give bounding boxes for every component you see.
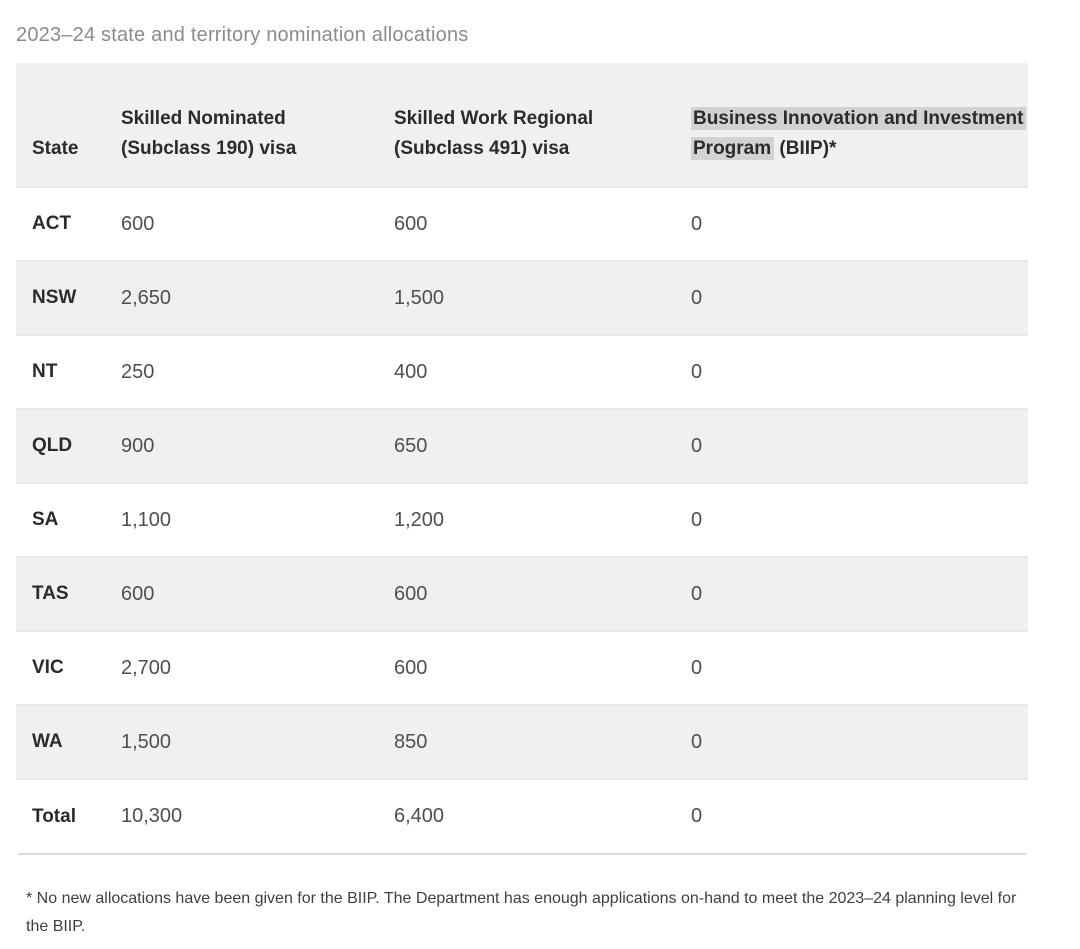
- cell-skilled-nominated-190: 2,650: [121, 286, 172, 309]
- table-bottom-divider: [18, 853, 1026, 855]
- cell-skilled-work-regional-491: 1,500: [394, 286, 445, 309]
- table-row: VIC 2,700 600 0: [16, 631, 1028, 705]
- col-header-skilled-nominated-190: Skilled Nominated (Subclass 190) visa: [105, 63, 378, 187]
- row-state-label: VIC: [32, 657, 64, 678]
- cell-skilled-nominated-190: 600: [121, 212, 155, 235]
- table-row: QLD 900 650 0: [16, 409, 1028, 483]
- cell-skilled-work-regional-491: 1,200: [394, 508, 445, 531]
- col-header-biip-label-rest: (BIIP)*: [774, 138, 837, 159]
- cell-skilled-work-regional-491: 6,400: [394, 805, 445, 827]
- cell-skilled-nominated-190: 1,500: [121, 730, 172, 753]
- cell-biip: 0: [691, 582, 703, 605]
- cell-skilled-work-regional-491: 600: [394, 212, 428, 235]
- cell-skilled-work-regional-491: 850: [394, 730, 428, 753]
- cell-biip: 0: [691, 805, 703, 827]
- cell-skilled-nominated-190: 900: [121, 434, 155, 457]
- cell-biip: 0: [691, 360, 703, 383]
- cell-skilled-nominated-190: 600: [121, 582, 155, 605]
- col-header-skilled-nominated-190-label: Skilled Nominated (Subclass 190) visa: [121, 108, 297, 159]
- cell-skilled-nominated-190: 250: [121, 360, 155, 383]
- cell-skilled-nominated-190: 10,300: [121, 805, 183, 827]
- cell-skilled-work-regional-491: 400: [394, 360, 428, 383]
- col-header-skilled-work-regional-491-label: Skilled Work Regional (Subclass 491) vis…: [394, 108, 594, 159]
- col-header-state-label: State: [32, 138, 79, 159]
- table-row: WA 1,500 850 0: [16, 705, 1028, 779]
- cell-biip: 0: [691, 434, 703, 457]
- table-header-row: State Skilled Nominated (Subclass 190) v…: [16, 63, 1028, 187]
- table-row: NT 250 400 0: [16, 335, 1028, 409]
- table-row: NSW 2,650 1,500 0: [16, 261, 1028, 335]
- table-row: TAS 600 600 0: [16, 557, 1028, 631]
- page-container: 2023–24 state and territory nomination a…: [0, 24, 1044, 941]
- cell-biip: 0: [691, 508, 703, 531]
- cell-biip: 0: [691, 286, 703, 309]
- cell-biip: 0: [691, 656, 703, 679]
- cell-skilled-nominated-190: 2,700: [121, 656, 172, 679]
- allocations-table: State Skilled Nominated (Subclass 190) v…: [16, 63, 1028, 853]
- table-row: ACT 600 600 0: [16, 187, 1028, 261]
- cell-biip: 0: [691, 730, 703, 753]
- table-row: Total 10,300 6,400 0: [16, 779, 1028, 853]
- col-header-skilled-work-regional-491: Skilled Work Regional (Subclass 491) vis…: [378, 63, 675, 187]
- cell-skilled-work-regional-491: 600: [394, 582, 428, 605]
- cell-skilled-work-regional-491: 650: [394, 434, 428, 457]
- col-header-state: State: [16, 63, 105, 187]
- biip-footnote: * No new allocations have been given for…: [26, 890, 1017, 935]
- row-state-label: SA: [32, 509, 59, 530]
- col-header-biip-label: Business Innovation and Investment Progr…: [691, 104, 1027, 164]
- row-state-label: TAS: [32, 583, 69, 604]
- row-state-label: NT: [32, 361, 58, 382]
- row-state-label: ACT: [32, 213, 72, 234]
- row-state-label: NSW: [32, 287, 77, 308]
- cell-biip: 0: [691, 212, 703, 235]
- biip-header-text-selection-highlight: Business Innovation and Investment Progr…: [691, 107, 1027, 160]
- table-body: ACT 600 600 0 NSW 2,650 1,500 0 NT 250 4…: [16, 187, 1028, 853]
- page-title: 2023–24 state and territory nomination a…: [16, 24, 469, 46]
- col-header-biip: Business Innovation and Investment Progr…: [675, 63, 1028, 187]
- row-state-label: WA: [32, 731, 63, 752]
- table-row: SA 1,100 1,200 0: [16, 483, 1028, 557]
- cell-skilled-nominated-190: 1,100: [121, 508, 172, 531]
- row-state-label: Total: [32, 805, 76, 827]
- cell-skilled-work-regional-491: 600: [394, 656, 428, 679]
- row-state-label: QLD: [32, 435, 73, 456]
